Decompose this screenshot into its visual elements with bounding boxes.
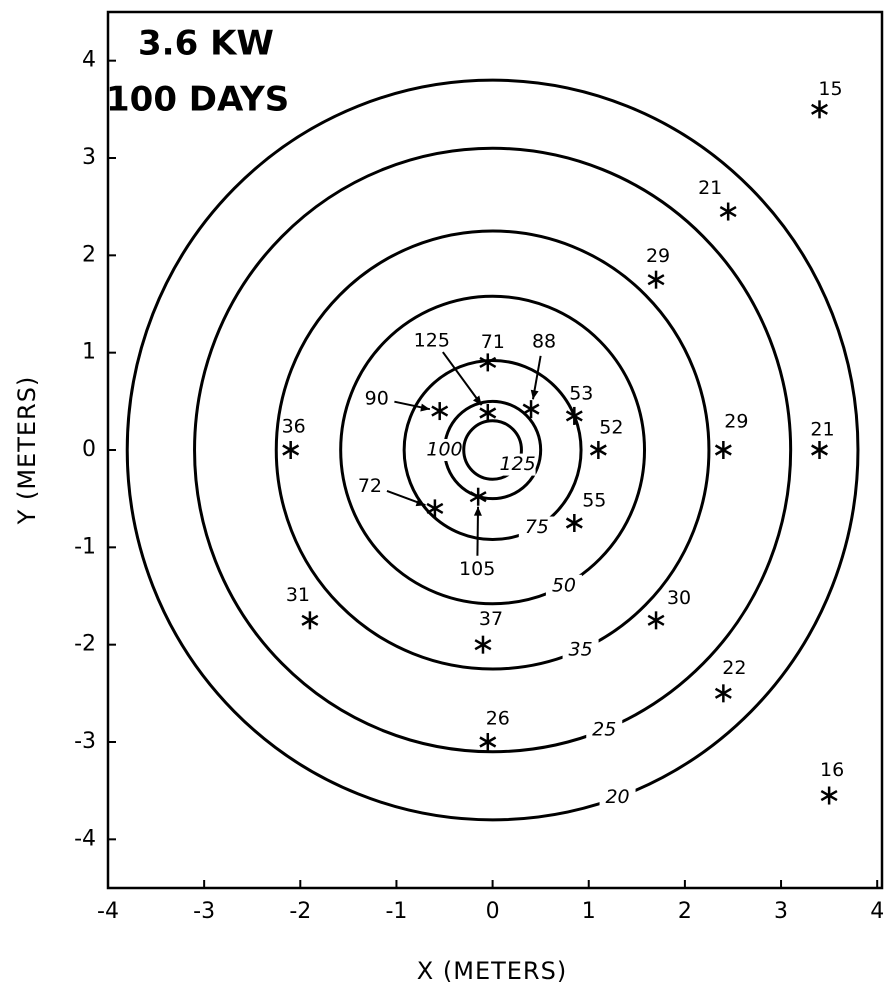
contour-label-bg (545, 574, 582, 597)
annotation: 3.6 KW (138, 24, 274, 64)
point (719, 202, 737, 221)
point (565, 514, 583, 532)
point-label: 26 (486, 708, 510, 730)
contour (125, 78, 860, 822)
contour-label-bg (562, 639, 599, 662)
point-label: 29 (646, 245, 670, 267)
contour-label: 50 (552, 574, 576, 596)
point-label: 31 (286, 584, 310, 606)
point (431, 402, 449, 421)
arrow-head (472, 395, 482, 406)
point (479, 733, 497, 751)
y-axis-label: Y (METERS) (13, 376, 41, 526)
point-label: 71 (481, 331, 505, 353)
contour-label-bg (586, 718, 623, 741)
arrow-head (530, 389, 539, 400)
point (714, 684, 732, 703)
point (811, 441, 828, 459)
point (820, 786, 838, 805)
point (589, 441, 607, 459)
contour-label: 75 (525, 516, 549, 538)
point-label: 15 (818, 78, 842, 100)
x-tick-label: 2 (678, 899, 692, 924)
point (479, 404, 497, 423)
annotation: 100 DAYS (106, 80, 289, 120)
point-label: 90 (365, 388, 389, 410)
contour-label: 35 (568, 639, 592, 661)
y-tick-label: 0 (82, 437, 96, 462)
point (647, 270, 665, 289)
y-tick-label: 1 (82, 340, 96, 365)
contour-label-bg (518, 516, 555, 539)
point-label: 53 (569, 382, 593, 404)
y-tick-label: -3 (74, 729, 96, 754)
x-axis-label: X (METERS) (417, 957, 567, 985)
point-label: 88 (532, 331, 556, 353)
contour-label: 125 (499, 453, 535, 475)
point-label: 105 (459, 558, 495, 580)
point-label: 29 (724, 411, 748, 433)
contour-label: 25 (592, 718, 616, 740)
point (474, 635, 492, 654)
point-label: 30 (667, 587, 691, 609)
y-tick-label: 3 (82, 145, 96, 170)
x-tick-label: -4 (97, 899, 119, 924)
contour-label-bg (426, 439, 463, 461)
y-tick-label: -2 (74, 632, 96, 657)
plot-frame (106, 10, 884, 890)
point-label: 22 (722, 657, 746, 679)
x-tick-label: -1 (385, 899, 407, 924)
point (811, 100, 828, 119)
contour (339, 294, 647, 606)
y-tick-label: 2 (82, 242, 96, 267)
point (426, 499, 444, 518)
y-tick-label: 4 (82, 48, 96, 73)
point (565, 406, 583, 425)
x-tick-label: -2 (289, 899, 311, 924)
point-label: 21 (698, 177, 722, 199)
point-label: 37 (479, 608, 503, 630)
x-tick-label: 0 (486, 899, 500, 924)
point (522, 400, 540, 419)
point-label: 125 (414, 330, 450, 352)
point (479, 353, 497, 372)
x-tick-label: -3 (193, 899, 215, 924)
contour (462, 419, 523, 481)
point-label: 52 (599, 417, 623, 439)
arrow-head (415, 498, 426, 507)
point (282, 441, 300, 459)
arrow-head (420, 403, 430, 412)
point-label: 21 (810, 419, 834, 441)
point (469, 487, 487, 506)
contour-label-bg (599, 786, 636, 809)
contour-label-bg (499, 453, 536, 476)
point (647, 611, 665, 630)
arrow-head (473, 506, 482, 516)
x-tick-label: 3 (774, 899, 788, 924)
y-tick-label: -1 (74, 534, 96, 559)
point-label: 16 (820, 759, 844, 781)
contour-label: 20 (605, 786, 629, 808)
contour (274, 229, 711, 671)
point (301, 611, 319, 630)
arrow (442, 351, 483, 406)
contour (193, 146, 793, 754)
x-tick-label: 4 (870, 899, 884, 924)
point-label: 72 (358, 475, 382, 497)
x-tick-label: 1 (582, 899, 596, 924)
point (714, 441, 732, 459)
point-label: 36 (282, 416, 306, 438)
y-tick-label: -4 (74, 826, 96, 851)
contour-label: 100 (426, 439, 462, 461)
point-label: 55 (582, 490, 606, 512)
